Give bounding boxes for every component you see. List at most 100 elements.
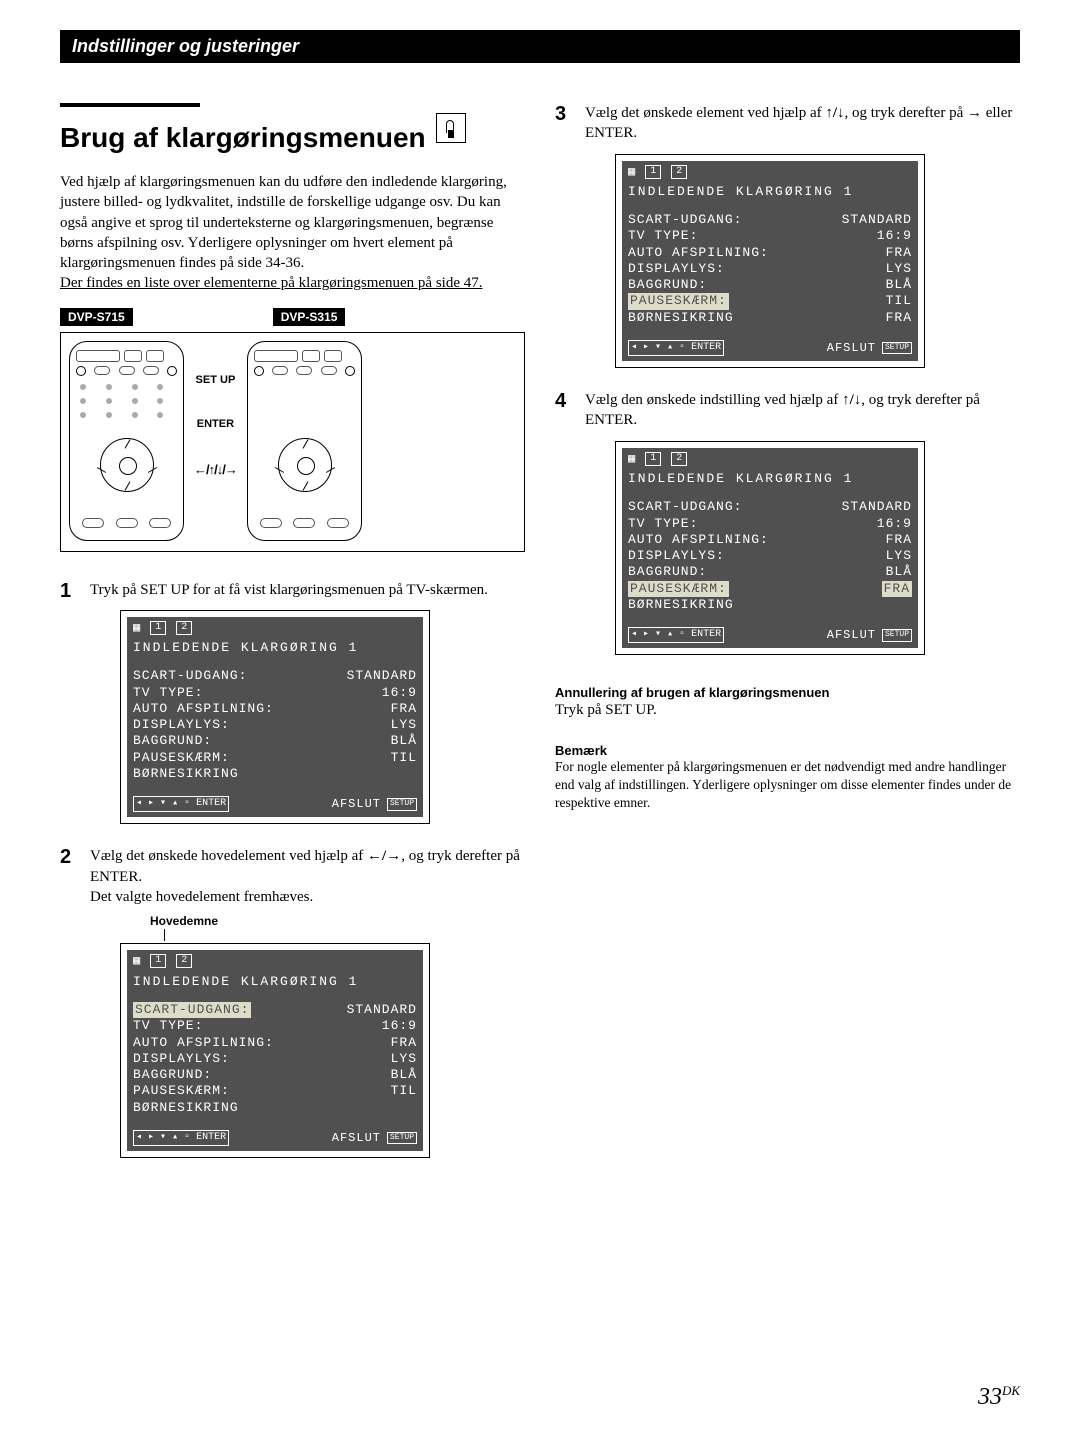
osd-row-label: DISPLAYLYS: bbox=[133, 1051, 230, 1067]
osd-row-label: BØRNESIKRING bbox=[133, 766, 239, 782]
page-number: 33DK bbox=[978, 1383, 1020, 1411]
osd-afslut: AFSLUT bbox=[827, 340, 876, 356]
osd-row-label: BAGGRUND: bbox=[628, 564, 707, 580]
osd-body: SCART-UDGANG:STANDARD TV TYPE:16:9 AUTO … bbox=[622, 493, 918, 623]
label-arrows: ←/↑/↓/→ bbox=[194, 462, 237, 477]
osd-tab-icon: ▦ bbox=[628, 451, 635, 467]
osd-row-val: FRA bbox=[391, 701, 417, 717]
remote-labels: SET UP ENTER ←/↑/↓/→ bbox=[194, 341, 237, 543]
osd-tab-1: 1 bbox=[150, 621, 166, 635]
title-rule bbox=[60, 103, 200, 107]
step-3: 3 Vælg det ønskede element ved hjælp af … bbox=[555, 103, 1020, 368]
osd-screen-2: ▦ 12 INDLEDENDE KLARGØRING 1 SCART-UDGANG… bbox=[120, 943, 430, 1158]
osd-nav-icons: ◂ ▸ ▾ ▴ ▫ ENTER bbox=[133, 796, 229, 812]
osd-row-label: DISPLAYLYS: bbox=[628, 548, 725, 564]
intro-body: Ved hjælp af klargøringsmenuen kan du ud… bbox=[60, 174, 507, 271]
osd-row-val: STANDARD bbox=[347, 1002, 417, 1018]
step-1-text: Tryk på SET UP for at få vist klargøring… bbox=[90, 582, 488, 598]
step-num-3: 3 bbox=[555, 103, 573, 368]
label-setup: SET UP bbox=[194, 374, 237, 386]
osd-row-label: BAGGRUND: bbox=[133, 733, 212, 749]
osd-tab-icon: ▦ bbox=[133, 953, 140, 969]
osd-setup-btn: SETUP bbox=[387, 1132, 417, 1145]
osd-title: INDLEDENDE KLARGØRING 1 bbox=[127, 971, 423, 997]
osd-row-val: FRA bbox=[886, 310, 912, 326]
step-2: 2 Vælg det ønskede hovedelement ved hjæl… bbox=[60, 846, 525, 1158]
osd-nav-icons: ◂ ▸ ▾ ▴ ▫ ENTER bbox=[628, 627, 724, 643]
right-column: 3 Vælg det ønskede element ved hjælp af … bbox=[555, 103, 1020, 1180]
osd-setup-btn: SETUP bbox=[882, 629, 912, 642]
osd-row-val: BLÅ bbox=[391, 1067, 417, 1083]
osd-title: INDLEDENDE KLARGØRING 1 bbox=[622, 468, 918, 494]
osd-row-val: BLÅ bbox=[886, 277, 912, 293]
osd-row-label: AUTO AFSPILNING: bbox=[133, 1035, 274, 1051]
osd-nav-icons: ◂ ▸ ▾ ▴ ▫ ENTER bbox=[628, 340, 724, 356]
main-title: Brug af klargøringsmenuen bbox=[60, 122, 426, 154]
step-1: 1 Tryk på SET UP for at få vist klargøri… bbox=[60, 580, 525, 825]
osd-row-val: 16:9 bbox=[877, 228, 912, 244]
hovedemne-label-wrap: Hovedemne bbox=[150, 913, 525, 941]
remote-left bbox=[69, 341, 184, 541]
arrow-leftright-icon: ←/→ bbox=[367, 846, 401, 866]
hovedemne-pointer bbox=[164, 929, 165, 941]
osd-row-val: STANDARD bbox=[842, 212, 912, 228]
osd-row-val: TIL bbox=[391, 750, 417, 766]
osd-row-val: LYS bbox=[391, 717, 417, 733]
osd-row-val: FRA bbox=[391, 1035, 417, 1051]
osd-afslut: AFSLUT bbox=[332, 796, 381, 812]
osd-row-label: SCART-UDGANG: bbox=[628, 212, 742, 228]
step-2-text-c: Det valgte hovedelement fremhæves. bbox=[90, 889, 313, 905]
model-row: DVP-S715 DVP-S315 bbox=[60, 308, 525, 326]
section-header: Indstillinger og justeringer bbox=[60, 30, 1020, 63]
osd-tab-icon: ▦ bbox=[628, 164, 635, 180]
osd-body: SCART-UDGANG:STANDARD TV TYPE:16:9 AUTO … bbox=[622, 206, 918, 336]
osd-setup-btn: SETUP bbox=[882, 342, 912, 355]
osd-tab-icon: ▦ bbox=[133, 620, 140, 636]
osd-row-val: STANDARD bbox=[347, 668, 417, 684]
osd-row-label: BAGGRUND: bbox=[628, 277, 707, 293]
osd-tab-2: 2 bbox=[176, 954, 192, 968]
osd-row-label: DISPLAYLYS: bbox=[133, 717, 230, 733]
osd-tab-1: 1 bbox=[645, 452, 661, 466]
step-4-body: Vælg den ønskede indstilling ved hjælp a… bbox=[585, 390, 1020, 655]
osd-afslut: AFSLUT bbox=[827, 627, 876, 643]
osd-body: SCART-UDGANG: STANDARD TV TYPE: 16:9 AUTO … bbox=[127, 996, 423, 1126]
osd-row-label: SCART-UDGANG: bbox=[628, 499, 742, 515]
osd-row-val: 16:9 bbox=[877, 516, 912, 532]
osd-row-label: SCART-UDGANG: bbox=[133, 1002, 251, 1018]
osd-tab-2: 2 bbox=[176, 621, 192, 635]
osd-row-val: 16:9 bbox=[382, 685, 417, 701]
osd-row-val: 16:9 bbox=[382, 1018, 417, 1034]
osd-row-label: TV TYPE: bbox=[133, 1018, 203, 1034]
osd-row-val: FRA bbox=[886, 532, 912, 548]
page-number-value: 33 bbox=[978, 1384, 1002, 1410]
osd-row-label: TV TYPE: bbox=[133, 685, 203, 701]
annul-text: Tryk på SET UP. bbox=[555, 700, 1020, 720]
left-column: Brug af klargøringsmenuen Ved hjælp af k… bbox=[60, 103, 525, 1180]
page-number-suffix: DK bbox=[1002, 1383, 1020, 1398]
osd-row-val: TIL bbox=[886, 293, 912, 309]
osd-tab-2: 2 bbox=[671, 165, 687, 179]
step-4: 4 Vælg den ønskede indstilling ved hjælp… bbox=[555, 390, 1020, 655]
section-header-text: Indstillinger og justeringer bbox=[72, 36, 299, 56]
step-2-body: Vælg det ønskede hovedelement ved hjælp … bbox=[90, 846, 525, 1158]
osd-row-val: LYS bbox=[391, 1051, 417, 1067]
osd-row-label: SCART-UDGANG: bbox=[133, 668, 247, 684]
osd-row-label: DISPLAYLYS: bbox=[628, 261, 725, 277]
osd-row-label: AUTO AFSPILNING: bbox=[628, 532, 769, 548]
osd-setup-btn: SETUP bbox=[387, 798, 417, 811]
osd-row-label: PAUSESKÆRM: bbox=[628, 581, 729, 597]
model-tag-left: DVP-S715 bbox=[60, 308, 133, 326]
step-3-text-b: , og tryk derefter på bbox=[845, 105, 967, 121]
title-row: Brug af klargøringsmenuen bbox=[60, 113, 525, 172]
osd-tab-1: 1 bbox=[150, 954, 166, 968]
hovedemne-label: Hovedemne bbox=[150, 913, 525, 929]
remotes-diagram: SET UP ENTER ←/↑/↓/→ bbox=[60, 332, 525, 552]
osd-screen-3: ▦12 INDLEDENDE KLARGØRING 1 SCART-UDGANG… bbox=[615, 154, 925, 369]
osd-row-label: PAUSESKÆRM: bbox=[628, 293, 729, 309]
osd-row-val: LYS bbox=[886, 548, 912, 564]
osd-screen-4: ▦12 INDLEDENDE KLARGØRING 1 SCART-UDGANG… bbox=[615, 441, 925, 656]
speaker-icon bbox=[436, 113, 466, 143]
osd-row-label: AUTO AFSPILNING: bbox=[133, 701, 274, 717]
step-3-text-a: Vælg det ønskede element ved hjælp af bbox=[585, 105, 825, 121]
